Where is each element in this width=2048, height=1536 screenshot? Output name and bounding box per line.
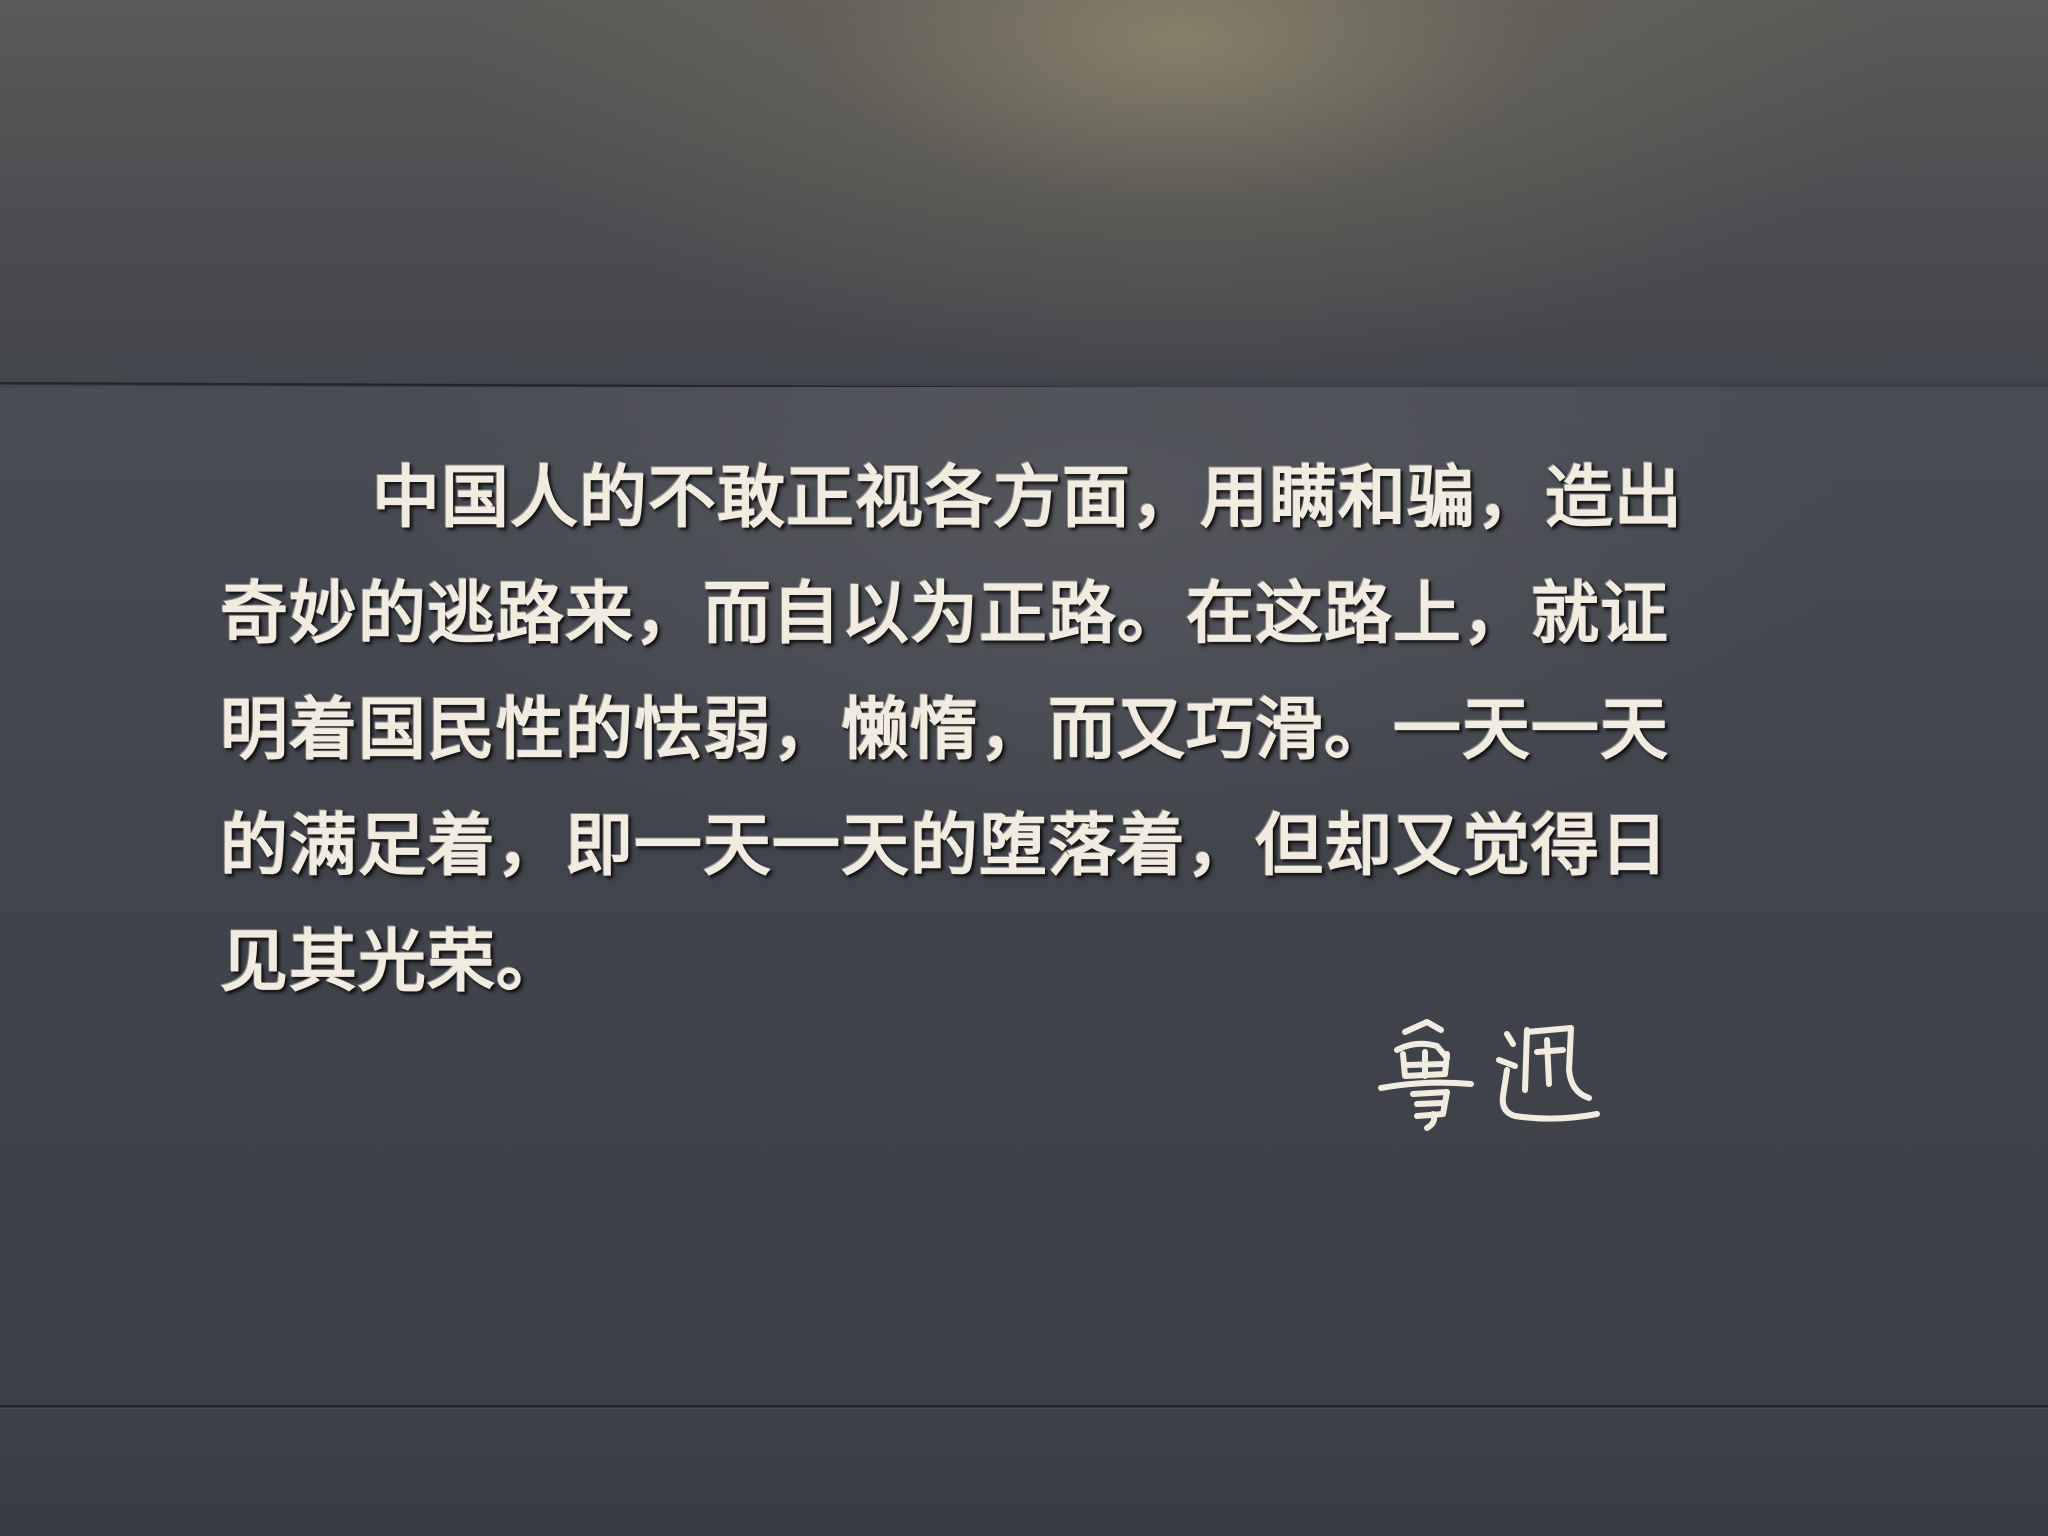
quote-line-1: 中国人的不敢正视各方面，用瞒和骗，造出 xyxy=(372,458,1684,538)
upper-wall-panel xyxy=(0,0,2048,383)
quote-plaque-panel xyxy=(0,387,2048,1406)
engraved-quote: 中国人的不敢正视各方面，用瞒和骗，造出 奇妙的逃路来，而自以为正路。在这路上，就… xyxy=(220,440,1740,1020)
quote-line-4: 的满足着，即一天一天的堕落着，但却又觉得日 xyxy=(220,806,1670,886)
quote-line-3: 明着国民性的怯弱，懒惰，而又巧滑。一天一天 xyxy=(220,690,1670,770)
quote-line-2: 奇妙的逃路来，而自以为正路。在这路上，就证 xyxy=(220,574,1670,654)
panel-seam-lower xyxy=(0,1405,2048,1409)
handwritten-signature xyxy=(1378,1019,1600,1131)
quote-line-5: 见其光荣。 xyxy=(220,922,566,1002)
lower-wall-panel xyxy=(0,1410,2048,1536)
